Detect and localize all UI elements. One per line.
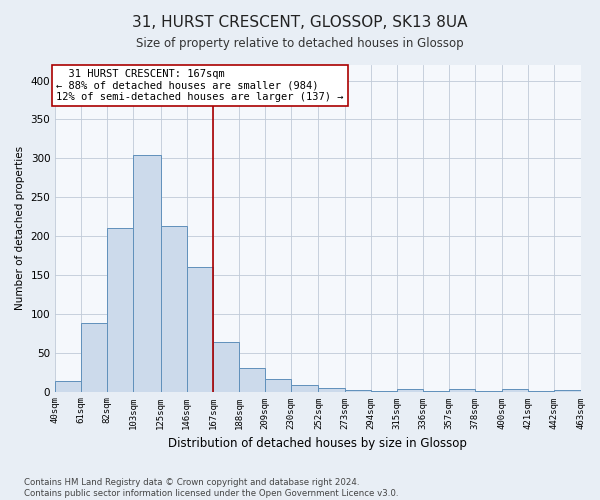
Bar <box>265 379 291 392</box>
Text: Size of property relative to detached houses in Glossop: Size of property relative to detached ho… <box>136 38 464 51</box>
Bar <box>161 226 187 392</box>
Bar <box>187 267 213 392</box>
Bar <box>423 391 449 392</box>
Bar <box>107 228 133 392</box>
Bar <box>239 368 265 392</box>
Text: 31 HURST CRESCENT: 167sqm
← 88% of detached houses are smaller (984)
12% of semi: 31 HURST CRESCENT: 167sqm ← 88% of detac… <box>56 69 344 102</box>
Bar <box>213 342 239 392</box>
Bar <box>291 384 319 392</box>
Bar <box>371 391 397 392</box>
Bar <box>397 389 423 392</box>
Bar <box>81 323 107 392</box>
Bar <box>502 389 529 392</box>
Bar <box>133 155 161 392</box>
Y-axis label: Number of detached properties: Number of detached properties <box>15 146 25 310</box>
Bar <box>344 390 371 392</box>
Bar <box>529 391 554 392</box>
X-axis label: Distribution of detached houses by size in Glossop: Distribution of detached houses by size … <box>169 437 467 450</box>
Bar <box>475 391 502 392</box>
Text: 31, HURST CRESCENT, GLOSSOP, SK13 8UA: 31, HURST CRESCENT, GLOSSOP, SK13 8UA <box>132 15 468 30</box>
Bar <box>319 388 344 392</box>
Text: Contains HM Land Registry data © Crown copyright and database right 2024.
Contai: Contains HM Land Registry data © Crown c… <box>24 478 398 498</box>
Bar <box>449 389 475 392</box>
Bar <box>554 390 581 392</box>
Bar <box>55 380 81 392</box>
